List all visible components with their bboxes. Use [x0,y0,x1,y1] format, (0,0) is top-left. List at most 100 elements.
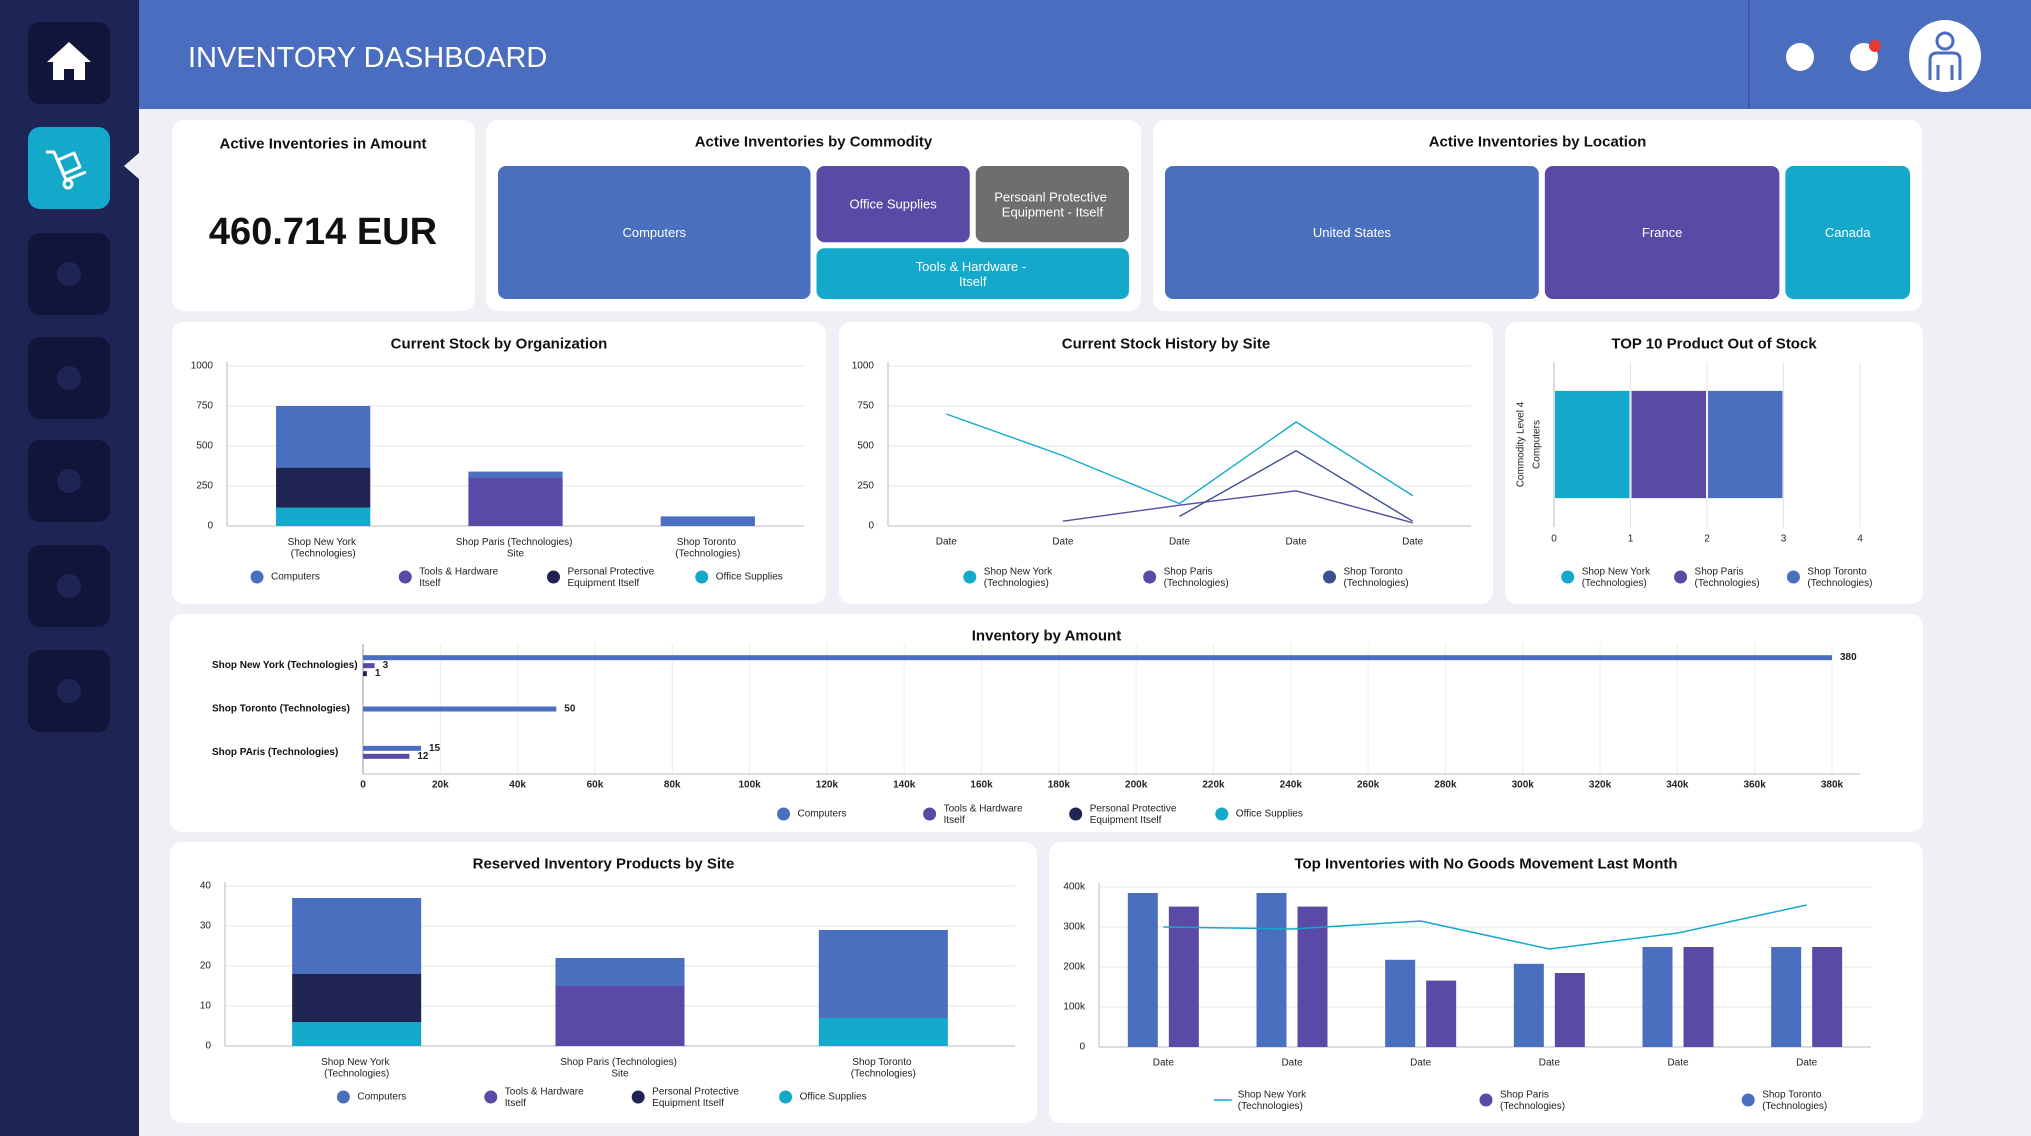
bar [1297,906,1328,1047]
bar-segment [292,974,422,1022]
legend-marker [1786,570,1800,584]
y-tick-label: 40 [200,881,212,892]
legend-label: Tools & Hardware Itself [505,1086,587,1109]
chart-title: Inventory by Amount [972,628,1121,645]
legend-marker [547,570,560,584]
y-tick-label: 300k [1063,922,1086,933]
kpi-value: 460.714 EUR [209,211,437,253]
y-tick-label: 400k [1063,882,1086,893]
x-tick-label: Shop Paris (Technologies) Site [560,1057,680,1080]
panel-background [170,614,1923,832]
x-tick-label: 100k [738,780,761,791]
legend-marker [1561,570,1575,584]
x-tick-label: Date [936,537,958,548]
legend-marker [1143,570,1157,584]
legend-label: Personal Protective Equipment Itself [568,566,658,589]
legend-label: Shop Paris (Technologies) [1500,1089,1565,1112]
nav-item[interactable] [28,545,110,627]
treemap-tile [816,248,1129,299]
bar [1683,947,1714,1047]
bar-segment [555,986,685,1046]
treemap-label: France [1642,225,1682,240]
value-label: 15 [429,743,441,754]
legend-marker [1215,807,1229,821]
legend-label: Computers [798,809,847,820]
legend-label: Personal Protective Equipment Itself [652,1086,742,1109]
treemap-tile [1165,166,1539,299]
user-avatar[interactable] [1909,20,1981,92]
x-tick-label: Date [1402,537,1424,548]
bar-segment [292,1022,422,1046]
panel-background [172,322,826,604]
nav-item[interactable] [28,440,110,522]
y-tick-label: 0 [1079,1042,1085,1053]
bar-segment [818,1018,948,1046]
value-label: 1 [375,668,381,679]
legend-label: Office Supplies [716,572,783,583]
legend-marker [1479,1093,1493,1107]
y-tick-label: 500 [196,441,213,452]
treemap-label: Office Supplies [850,197,938,212]
y-tick-label: 750 [196,401,213,412]
x-tick-label: Date [1169,537,1191,548]
nav-home[interactable] [28,22,110,104]
x-tick-label: 220k [1202,780,1225,791]
x-tick-label: 380k [1821,780,1844,791]
legend-label: Shop New York (Technologies) [1582,566,1653,589]
bar-segment [1631,390,1706,499]
legend-label: Office Supplies [1236,809,1303,820]
legend-label: Shop Toronto (Technologies) [1807,566,1872,589]
legend-marker [923,807,937,821]
chart-title: Current Stock History by Site [1062,336,1270,353]
y-tick-label: 0 [868,521,874,532]
treemap-tile [816,166,970,243]
x-tick-label: 3 [1781,534,1787,545]
bar [363,706,557,712]
treemap-tile [975,166,1129,243]
nav-item[interactable] [28,233,110,315]
x-tick-label: 300k [1512,780,1535,791]
legend-marker [1069,807,1083,821]
chart-title: TOP 10 Product Out of Stock [1611,336,1817,353]
nav-inventory[interactable] [28,127,110,209]
legend-label: Shop Toronto (Technologies) [1762,1089,1827,1112]
chart-panel: Inventory by Amount 0 20k 40k 60k 80k 100k 120k… [170,614,1923,832]
notifications[interactable] [1850,40,1881,71]
x-tick-label: Date [1539,1058,1561,1069]
x-tick-label: Date [1796,1058,1818,1069]
bar [1168,906,1199,1047]
x-tick-label: 200k [1125,780,1148,791]
nav-item[interactable] [28,650,110,732]
x-tick-label: 320k [1589,780,1612,791]
legend-label: Computers [357,1092,406,1103]
legend-label: Tools & Hardware Itself [419,566,501,589]
legend-marker [1323,570,1336,584]
bar-segment [468,478,563,526]
treemap-tile [1544,166,1780,299]
x-tick-label: Date [1153,1058,1175,1069]
bar-segment [276,467,371,508]
legend-marker [484,1090,498,1104]
chart-panel: Current Stock by Organization 0 250 500 750 1… [172,322,826,604]
y-tick-label: 100k [1063,1002,1086,1013]
chart-title: Top Inventories with No Goods Movement L… [1294,856,1677,873]
bar [1554,973,1585,1047]
x-tick-label: Date [1667,1058,1689,1069]
bar [1642,947,1673,1047]
legend-label: Tools & Hardware Itself [944,803,1026,826]
active-indicator [124,153,139,179]
nav-item[interactable] [28,337,110,419]
x-tick-label: Shop Toronto (Technologies) [675,537,740,560]
bar [363,671,367,677]
treemap-tile [498,166,811,299]
bar-segment [468,471,563,478]
header-button[interactable] [1786,43,1814,71]
y-tick-label: 750 [857,401,874,412]
x-tick-label: Date [1410,1058,1432,1069]
chart-panel: Top Inventories with No Goods Movement L… [1049,842,1923,1123]
header [139,0,2031,109]
x-tick-label: 180k [1048,780,1071,791]
kpi-card: Active Inventories in Amount 460.714 EUR [172,120,475,311]
chart-title: Active Inventories by Commodity [695,134,933,151]
